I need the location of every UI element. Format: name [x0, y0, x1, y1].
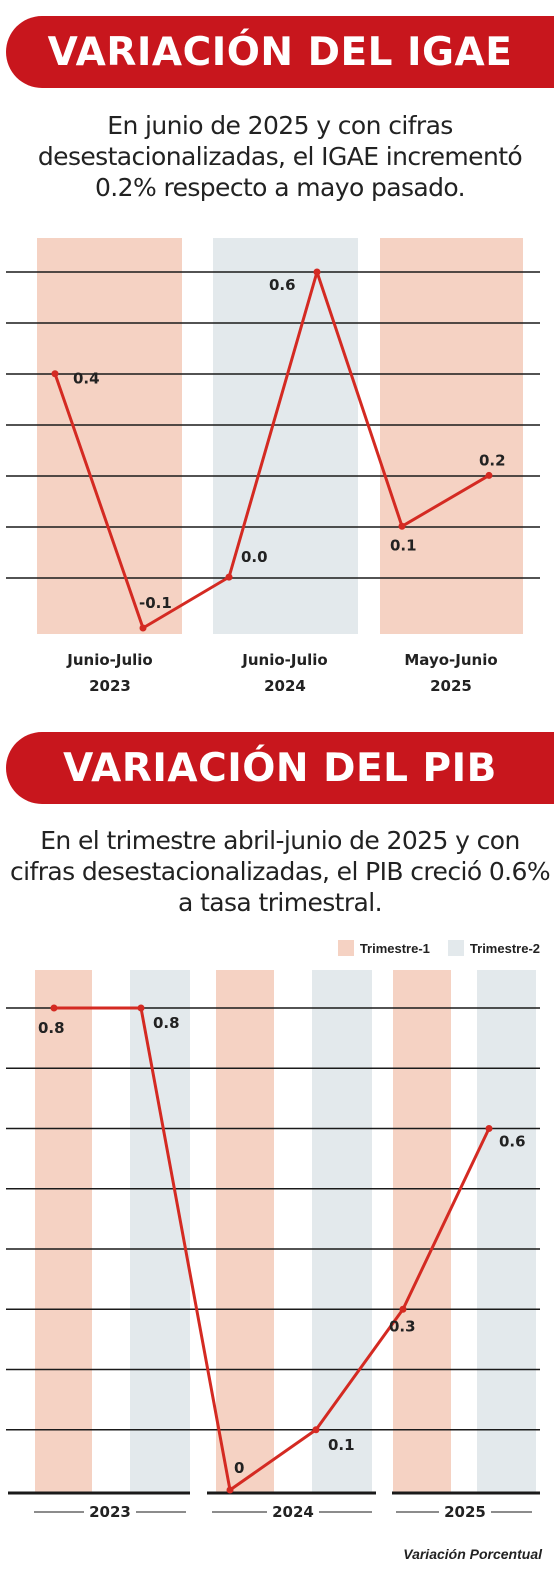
igae-series-line — [53, 270, 490, 630]
igae-title-banner: VARIACIÓN DEL IGAE — [6, 16, 554, 88]
pib-data-label-5: 0.3 — [389, 1317, 416, 1335]
igae-point-1 — [51, 370, 59, 378]
igae-data-label-4: 0.6 — [269, 276, 296, 294]
pib-subtitle: En el trimestre abril-junio de 2025 y co… — [10, 826, 551, 917]
igae-category-label-2: Junio-Julio 2024 — [241, 651, 327, 695]
pib-title: VARIACIÓN DEL PIB — [63, 745, 497, 791]
source-note: Variación Porcentual — [403, 1546, 542, 1562]
pib-title-banner: VARIACIÓN DEL PIB — [6, 732, 554, 804]
legend-item-trimestre-1: Trimestre-1 — [337, 940, 430, 956]
igae-subtitle: En junio de 2025 y con cifras desestacio… — [37, 111, 523, 202]
pib-band-1 — [35, 970, 92, 1494]
igae-data-label-1: 0.4 — [73, 370, 100, 388]
pib-legend: Trimestre-1 Trimestre-2 — [337, 940, 540, 956]
igae-data-label-5: 0.1 — [390, 536, 417, 554]
igae-band-3 — [380, 238, 523, 634]
pib-point-4 — [312, 1426, 320, 1434]
pib-band-3 — [216, 970, 274, 1494]
igae-point-2 — [139, 624, 147, 632]
pib-point-3 — [226, 1486, 234, 1494]
igae-point-5 — [398, 522, 406, 530]
pib-band-5 — [393, 970, 451, 1494]
igae-chart: 0.4 -0.1 0.0 0.6 0.1 0.2 Junio-Julio 2023 Junio-… — [6, 238, 540, 695]
pib-data-label-3: 0 — [234, 1459, 244, 1477]
pib-chart: 0.8 0.8 0 0.1 0.3 0.6 2023 2024 2025 — [6, 970, 540, 1521]
igae-band-1 — [37, 238, 182, 634]
legend-swatch-trimestre-2 — [447, 940, 464, 956]
pib-year-label-2: 2024 — [272, 1503, 314, 1521]
legend-item-trimestre-2: Trimestre-2 — [447, 940, 540, 956]
igae-data-label-6: 0.2 — [479, 451, 506, 469]
igae-point-3 — [225, 573, 233, 581]
pib-band-2 — [130, 970, 190, 1494]
pib-year-label-1: 2023 — [89, 1503, 131, 1521]
pib-data-label-1: 0.8 — [38, 1019, 65, 1037]
pib-data-label-4: 0.1 — [328, 1436, 355, 1454]
pib-point-1 — [50, 1004, 58, 1012]
igae-data-label-3: 0.0 — [241, 548, 268, 566]
legend-label-trimestre-2: Trimestre-2 — [469, 940, 540, 956]
pib-band-6 — [477, 970, 536, 1494]
igae-point-4 — [313, 268, 321, 276]
pib-point-6 — [485, 1125, 493, 1132]
pib-series-line — [54, 1006, 491, 1492]
pib-band-4 — [312, 970, 372, 1494]
pib-data-label-6: 0.6 — [499, 1133, 526, 1151]
pib-point-2 — [137, 1004, 145, 1012]
igae-point-6 — [485, 471, 493, 479]
legend-label-trimestre-1: Trimestre-1 — [359, 940, 430, 956]
igae-category-label-1: Junio-Julio 2023 — [66, 651, 152, 695]
legend-swatch-trimestre-1 — [337, 940, 354, 956]
pib-year-label-3: 2025 — [444, 1503, 486, 1521]
igae-band-2 — [213, 238, 358, 634]
igae-title: VARIACIÓN DEL IGAE — [47, 29, 513, 75]
igae-category-label-3: Mayo-Junio 2025 — [404, 651, 497, 695]
igae-data-label-2: -0.1 — [139, 594, 172, 612]
pib-point-5 — [399, 1305, 407, 1313]
pib-data-label-2: 0.8 — [153, 1014, 180, 1032]
